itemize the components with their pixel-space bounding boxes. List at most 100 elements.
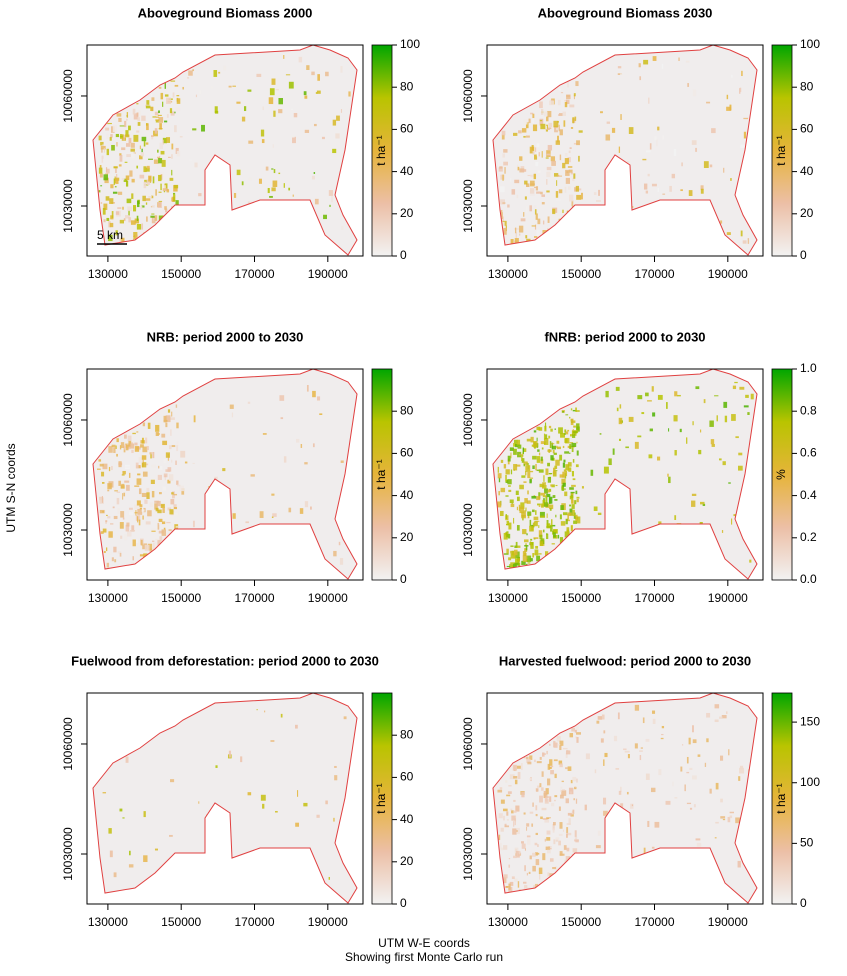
footnote: Showing first Monte Carlo run xyxy=(345,950,503,964)
colorbar xyxy=(371,692,393,905)
raster xyxy=(497,704,752,894)
panel-title: Fuelwood from deforestation: period 2000… xyxy=(71,653,379,668)
region-fill xyxy=(493,369,757,579)
plot-frame xyxy=(486,368,764,581)
x-tick-label: 190000 xyxy=(308,267,348,281)
y-tick-label: 10030000 xyxy=(461,827,475,881)
plot-frame xyxy=(86,44,364,257)
x-tick-label: 190000 xyxy=(708,915,748,929)
y-tick-label: 10030000 xyxy=(461,503,475,557)
y-tick-label: 10060000 xyxy=(461,717,475,771)
colorbar-tick-label: 40 xyxy=(400,488,414,502)
colorbar-tick-label: 60 xyxy=(400,122,414,136)
raster xyxy=(98,55,351,248)
x-tick-label: 150000 xyxy=(561,267,601,281)
x-tick-label: 130000 xyxy=(88,915,128,929)
colorbar xyxy=(371,44,393,257)
colorbar-unit: t ha⁻¹ xyxy=(374,459,388,489)
colorbar-tick-label: 40 xyxy=(400,812,414,826)
colorbar-tick-label: 100 xyxy=(800,37,820,51)
colorbar-tick-label: 80 xyxy=(400,79,414,93)
map-panel: NRB: period 2000 to 2030 130000 150000 1700… xyxy=(61,329,414,605)
y-tick-label: 10030000 xyxy=(461,179,475,233)
colorbar-tick-label: 60 xyxy=(400,446,414,460)
x-tick-label: 130000 xyxy=(88,591,128,605)
colorbar-tick-label: 80 xyxy=(800,79,814,93)
colorbar-tick-label: 100 xyxy=(400,37,420,51)
colorbar xyxy=(771,44,793,257)
colorbar-tick-label: 50 xyxy=(800,836,814,850)
map-panel: Fuelwood from deforestation: period 2000… xyxy=(61,653,414,929)
x-tick-label: 170000 xyxy=(634,591,674,605)
x-tick-label: 190000 xyxy=(308,591,348,605)
y-tick-label: 10030000 xyxy=(61,827,75,881)
colorbar-unit: % xyxy=(774,469,788,480)
y-tick-label: 10060000 xyxy=(61,69,75,123)
colorbar-tick-label: 0.4 xyxy=(800,488,817,502)
x-tick-label: 130000 xyxy=(88,267,128,281)
region-outline xyxy=(492,44,758,256)
x-tick-label: 190000 xyxy=(708,267,748,281)
map-panel: Aboveground Biomass 2030 130000 150000 1700… xyxy=(461,5,820,281)
raster xyxy=(97,385,344,571)
plot-frame xyxy=(86,368,364,581)
x-tick-label: 170000 xyxy=(234,915,274,929)
colorbar-tick-label: 20 xyxy=(400,854,414,868)
panel-title: Harvested fuelwood: period 2000 to 2030 xyxy=(499,653,751,668)
colorbar-tick-label: 80 xyxy=(400,727,414,741)
panel-title: fNRB: period 2000 to 2030 xyxy=(544,329,705,344)
colorbar-tick-label: 80 xyxy=(400,403,414,417)
region-outline xyxy=(492,692,758,904)
x-tick-label: 130000 xyxy=(488,915,528,929)
colorbar xyxy=(771,368,793,581)
x-tick-label: 170000 xyxy=(234,267,274,281)
colorbar-tick-label: 1.0 xyxy=(800,361,817,375)
x-tick-label: 130000 xyxy=(488,591,528,605)
region-outline xyxy=(92,368,358,580)
y-tick-label: 10030000 xyxy=(61,503,75,557)
region-fill xyxy=(493,45,757,255)
colorbar-unit: t ha⁻¹ xyxy=(774,783,788,813)
y-tick-label: 10060000 xyxy=(61,717,75,771)
map-panel: Aboveground Biomass 2000 130000 150000 1700… xyxy=(61,5,420,281)
x-tick-label: 170000 xyxy=(234,591,274,605)
colorbar-tick-label: 20 xyxy=(400,530,414,544)
colorbar-tick-label: 0 xyxy=(400,248,407,262)
colorbar-tick-label: 20 xyxy=(800,206,814,220)
y-tick-label: 10060000 xyxy=(61,393,75,447)
colorbar-tick-label: 0.0 xyxy=(800,572,817,586)
colorbar-unit: t ha⁻¹ xyxy=(374,135,388,165)
colorbar-tick-label: 0 xyxy=(400,896,407,910)
y-tick-label: 10030000 xyxy=(61,179,75,233)
colorbar-tick-label: 0 xyxy=(800,896,807,910)
colorbar-tick-label: 150 xyxy=(800,714,820,728)
x-tick-label: 150000 xyxy=(161,591,201,605)
colorbar-tick-label: 0.8 xyxy=(800,403,817,417)
region-fill xyxy=(493,693,757,903)
x-axis-label: UTM W-E coords xyxy=(378,936,470,950)
raster xyxy=(497,56,750,249)
colorbar-tick-label: 40 xyxy=(800,164,814,178)
x-tick-label: 150000 xyxy=(161,267,201,281)
colorbar-tick-label: 0 xyxy=(400,572,407,586)
colorbar-unit: t ha⁻¹ xyxy=(374,783,388,813)
colorbar xyxy=(371,368,393,581)
colorbar-tick-label: 60 xyxy=(800,122,814,136)
x-tick-label: 150000 xyxy=(561,591,601,605)
x-tick-label: 190000 xyxy=(308,915,348,929)
scale-bar-label: 5 km xyxy=(97,228,123,242)
y-tick-label: 10060000 xyxy=(461,393,475,447)
plot-frame xyxy=(486,692,764,905)
x-tick-label: 130000 xyxy=(488,267,528,281)
plot-frame xyxy=(486,44,764,257)
colorbar-tick-label: 20 xyxy=(400,206,414,220)
map-panel: Harvested fuelwood: period 2000 to 2030 1… xyxy=(461,653,820,929)
x-tick-label: 170000 xyxy=(634,267,674,281)
colorbar-tick-label: 40 xyxy=(400,164,414,178)
map-panel: fNRB: period 2000 to 2030 130000 150000 170… xyxy=(461,329,817,605)
plot-frame xyxy=(86,692,364,905)
colorbar-tick-label: 100 xyxy=(800,775,820,789)
y-axis-label: UTM S-N coords xyxy=(4,443,18,532)
